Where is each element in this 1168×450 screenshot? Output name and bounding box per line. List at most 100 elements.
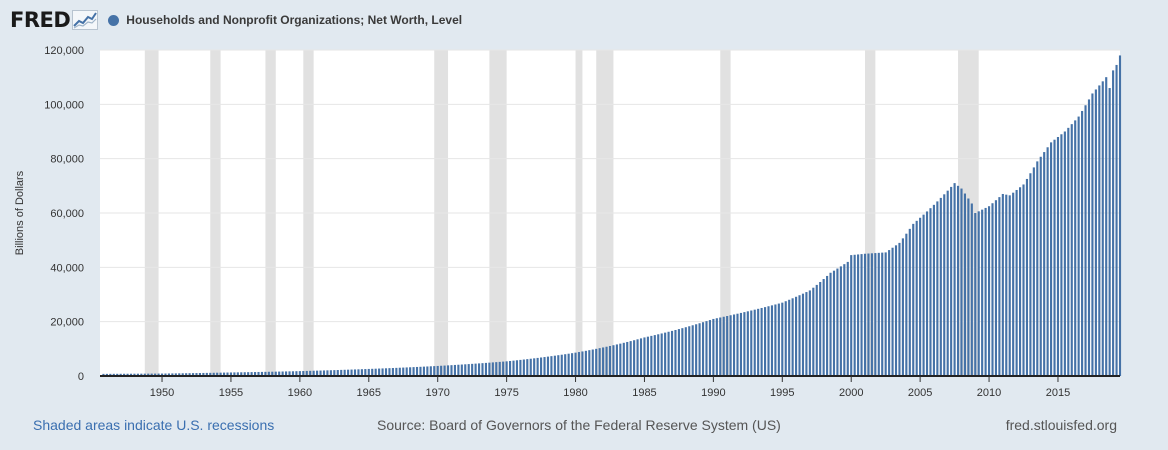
series-bar	[405, 367, 408, 376]
series-bar	[350, 369, 353, 376]
series-bar	[285, 371, 288, 376]
series-bar	[688, 326, 691, 376]
series-bar	[288, 371, 291, 376]
series-bar	[798, 295, 801, 376]
series-bar	[932, 204, 935, 376]
series-bar	[822, 279, 825, 376]
series-bar	[619, 343, 622, 376]
series-bar	[819, 282, 822, 376]
series-bar	[657, 334, 660, 376]
x-tick-label: 1965	[357, 387, 381, 399]
site-link[interactable]: fred.stlouisfed.org	[1005, 417, 1117, 433]
series-bar	[436, 365, 439, 376]
series-bar	[450, 365, 453, 376]
series-bar	[222, 372, 226, 376]
series-bar	[195, 373, 198, 376]
recessions-note-link[interactable]: Shaded areas indicate U.S. recessions	[33, 417, 275, 433]
series-bar	[753, 309, 756, 376]
x-tick-label: 2015	[1046, 387, 1070, 399]
series-bar	[681, 328, 684, 376]
series-title[interactable]: Households and Nonprofit Organizations; …	[126, 13, 463, 27]
series-bar	[929, 208, 932, 376]
series-bar	[1043, 152, 1046, 376]
series-bar	[123, 373, 126, 376]
series-bar	[205, 372, 208, 376]
series-bar	[795, 296, 798, 376]
series-bar	[1018, 187, 1022, 376]
series-bar	[857, 254, 860, 376]
series-bar	[181, 373, 184, 376]
series-bar	[519, 359, 522, 376]
series-bar	[522, 359, 525, 376]
series-bar	[119, 373, 122, 376]
series-bar	[333, 370, 336, 376]
series-bar	[212, 372, 215, 376]
series-bar	[977, 211, 980, 376]
series-bar	[653, 335, 656, 376]
series-bar	[309, 370, 312, 376]
series-bar	[722, 316, 725, 376]
series-bar	[150, 373, 153, 376]
series-bar	[495, 362, 498, 376]
series-bar	[209, 372, 212, 376]
series-bars	[102, 55, 1122, 377]
series-bar	[167, 373, 170, 376]
series-bar	[471, 363, 474, 376]
series-bar	[374, 368, 377, 376]
series-bar	[636, 339, 639, 376]
series-bar	[557, 355, 560, 376]
series-bar	[536, 357, 539, 376]
series-bar	[1063, 131, 1066, 376]
y-tick-label: 40,000	[50, 262, 84, 274]
series-bar	[533, 358, 536, 376]
series-bar	[998, 197, 1001, 376]
series-bar	[784, 301, 787, 376]
series-bar	[667, 331, 670, 376]
y-tick-label: 120,000	[44, 45, 84, 57]
gridlines	[100, 49, 1120, 323]
series-bar	[233, 372, 236, 376]
series-bar	[987, 206, 991, 376]
series-bar	[767, 306, 770, 376]
series-bar	[894, 245, 898, 376]
series-bar	[991, 203, 994, 376]
series-bar	[574, 352, 577, 376]
series-bar	[829, 272, 832, 376]
x-tick-label: 1980	[563, 387, 587, 399]
series-bar	[1056, 136, 1060, 376]
series-bar	[243, 372, 246, 376]
fred-logo[interactable]: FRED	[10, 8, 99, 32]
series-bar	[633, 340, 636, 376]
series-bar	[185, 373, 188, 376]
series-bar	[1084, 105, 1087, 376]
series-bar	[1025, 178, 1029, 376]
series-bar	[457, 364, 460, 376]
series-bar	[770, 305, 774, 376]
series-bar	[1053, 139, 1056, 376]
series-bar	[788, 299, 791, 376]
series-bar	[391, 368, 394, 376]
series-bar	[677, 329, 680, 376]
series-bar	[367, 368, 370, 376]
series-bar	[943, 194, 946, 376]
series-bar	[612, 345, 615, 376]
series-bar	[298, 371, 301, 376]
series-bar	[843, 264, 846, 376]
series-bar	[398, 367, 401, 376]
series-bar	[732, 314, 736, 376]
y-tick-label: 100,000	[44, 99, 84, 111]
series-bar	[660, 333, 663, 376]
series-bar	[881, 252, 884, 376]
series-bar	[540, 357, 543, 376]
series-bar	[664, 332, 667, 376]
fred-logo-text: FRED	[10, 8, 71, 32]
series-bar	[1001, 193, 1004, 376]
series-bar	[322, 370, 326, 376]
series-bar	[443, 365, 446, 376]
series-bar	[908, 228, 911, 376]
series-bar	[1012, 192, 1015, 376]
series-bar	[446, 365, 450, 376]
series-bar	[701, 322, 705, 376]
series-bar	[695, 324, 698, 376]
series-bar	[422, 366, 425, 376]
